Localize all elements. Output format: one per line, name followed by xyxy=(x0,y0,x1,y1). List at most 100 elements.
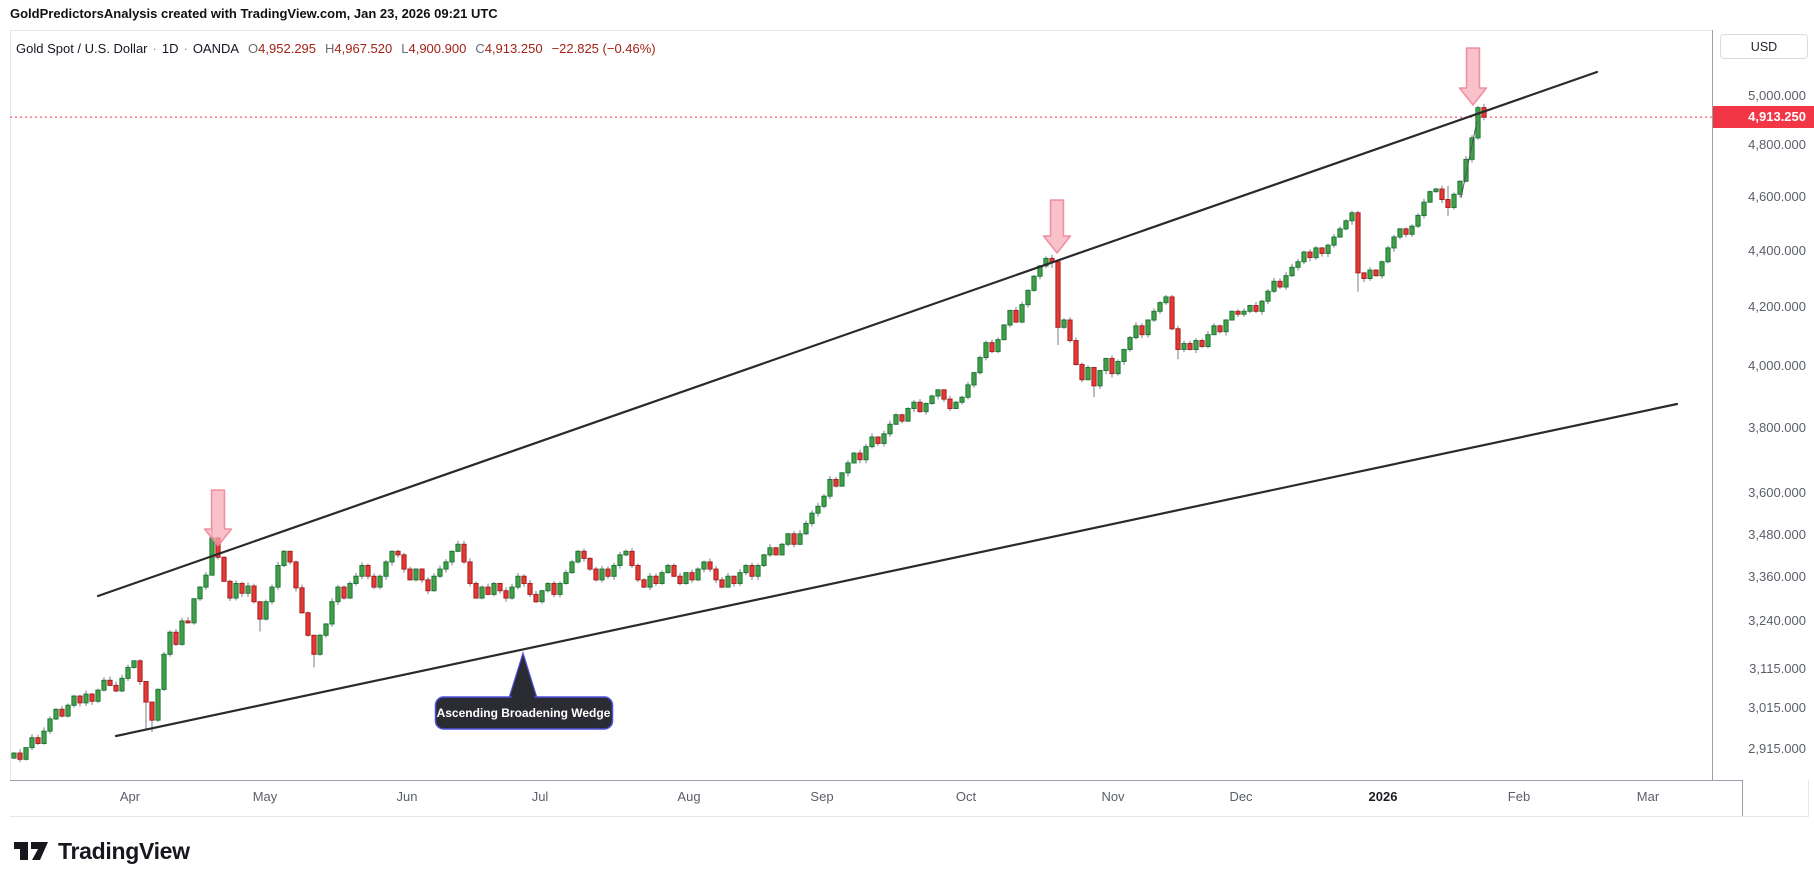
candle-up[interactable] xyxy=(1301,251,1307,263)
candle-up[interactable] xyxy=(767,547,773,556)
candle-up[interactable] xyxy=(329,601,335,625)
candle-up[interactable] xyxy=(191,598,197,624)
minor-annotation-line[interactable] xyxy=(1460,120,1478,199)
candle-down[interactable] xyxy=(1217,325,1223,333)
candle-up[interactable] xyxy=(1211,325,1217,336)
candle-up[interactable] xyxy=(1247,305,1253,312)
candle-up[interactable] xyxy=(1265,290,1271,302)
candle-up[interactable] xyxy=(155,688,161,721)
candle-up[interactable] xyxy=(1007,309,1013,326)
wedge-trendline-upper[interactable] xyxy=(96,70,1599,598)
candle-down[interactable] xyxy=(485,586,491,595)
candle-down[interactable] xyxy=(749,565,755,577)
candle-up[interactable] xyxy=(1289,266,1295,277)
candle-up[interactable] xyxy=(269,586,275,603)
candle-up[interactable] xyxy=(323,623,329,636)
candle-up[interactable] xyxy=(1241,310,1247,315)
candle-up[interactable] xyxy=(359,565,365,577)
candle-down[interactable] xyxy=(875,436,881,444)
candle-up[interactable] xyxy=(515,575,521,588)
candle-up[interactable] xyxy=(953,401,959,409)
candle-down[interactable] xyxy=(107,679,113,686)
candle-up[interactable] xyxy=(839,472,845,487)
candle-up[interactable] xyxy=(275,565,281,588)
candle-down[interactable] xyxy=(467,561,473,584)
candle-down[interactable] xyxy=(395,550,401,556)
candle-up[interactable] xyxy=(1337,228,1343,238)
candle-up[interactable] xyxy=(815,505,821,514)
candle-up[interactable] xyxy=(665,565,671,574)
candle-down[interactable] xyxy=(1253,305,1259,312)
candle-up[interactable] xyxy=(995,339,1001,353)
candle-down[interactable] xyxy=(149,701,155,721)
candle-down[interactable] xyxy=(1445,199,1451,208)
candle-up[interactable] xyxy=(881,433,887,444)
candle-up[interactable] xyxy=(1115,360,1121,375)
candle-up[interactable] xyxy=(317,634,323,655)
wedge-trendline-lower[interactable] xyxy=(114,402,1679,738)
candle-up[interactable] xyxy=(347,582,353,599)
candle-up[interactable] xyxy=(29,737,35,749)
candle-up[interactable] xyxy=(263,601,269,620)
candle-up[interactable] xyxy=(53,708,59,720)
candle-up[interactable] xyxy=(1031,275,1037,291)
candle-up[interactable] xyxy=(821,495,827,507)
candle-down[interactable] xyxy=(35,737,41,744)
candle-up[interactable] xyxy=(377,575,383,588)
candle-up[interactable] xyxy=(599,568,605,581)
candle-up[interactable] xyxy=(119,677,125,692)
candle-up[interactable] xyxy=(617,554,623,567)
candle-up[interactable] xyxy=(761,554,767,567)
candle-up[interactable] xyxy=(1463,158,1469,182)
candle-down[interactable] xyxy=(629,550,635,567)
candle-down[interactable] xyxy=(1355,212,1361,274)
candle-up[interactable] xyxy=(1415,214,1421,227)
candle-down[interactable] xyxy=(1067,319,1073,342)
candle-up[interactable] xyxy=(959,396,965,403)
candle-up[interactable] xyxy=(683,572,689,584)
candle-up[interactable] xyxy=(23,747,29,760)
candle-up[interactable] xyxy=(863,446,869,461)
candle-up[interactable] xyxy=(1283,275,1289,288)
candle-up[interactable] xyxy=(1475,107,1481,139)
candle-down[interactable] xyxy=(341,586,347,599)
candle-up[interactable] xyxy=(779,543,785,556)
candle-up[interactable] xyxy=(449,550,455,563)
candle-down[interactable] xyxy=(899,414,905,422)
candle-up[interactable] xyxy=(1103,357,1109,372)
candle-down[interactable] xyxy=(497,582,503,592)
candle-down[interactable] xyxy=(1109,357,1115,375)
candle-down[interactable] xyxy=(1073,340,1079,365)
candle-down[interactable] xyxy=(239,582,245,594)
candle-up[interactable] xyxy=(935,389,941,397)
candle-up[interactable] xyxy=(353,575,359,584)
candle-up[interactable] xyxy=(1397,228,1403,238)
candle-up[interactable] xyxy=(1457,180,1463,195)
candle-up[interactable] xyxy=(869,436,875,448)
candle-down[interactable] xyxy=(293,561,299,589)
candle-down[interactable] xyxy=(527,582,533,595)
down-arrow-icon[interactable] xyxy=(203,489,233,547)
candle-down[interactable] xyxy=(1055,261,1061,328)
candle-down[interactable] xyxy=(1139,325,1145,336)
candle-up[interactable] xyxy=(1379,261,1385,277)
candle-up[interactable] xyxy=(1331,236,1337,246)
candle-up[interactable] xyxy=(1469,137,1475,160)
candle-up[interactable] xyxy=(569,561,575,574)
candle-up[interactable] xyxy=(851,452,857,464)
candle-up[interactable] xyxy=(1157,302,1163,312)
candle-up[interactable] xyxy=(245,585,251,594)
candle-down[interactable] xyxy=(635,565,641,581)
candle-up[interactable] xyxy=(725,575,731,588)
candle-up[interactable] xyxy=(557,582,563,595)
candle-up[interactable] xyxy=(167,631,173,655)
candle-down[interactable] xyxy=(173,631,179,645)
candle-up[interactable] xyxy=(437,568,443,577)
candle-down[interactable] xyxy=(1307,251,1313,259)
candle-up[interactable] xyxy=(539,590,545,603)
candle-down[interactable] xyxy=(143,680,149,703)
candle-up[interactable] xyxy=(1121,348,1127,362)
candle-down[interactable] xyxy=(1169,296,1175,330)
candle-up[interactable] xyxy=(65,704,71,717)
candle-up[interactable] xyxy=(1349,212,1355,222)
